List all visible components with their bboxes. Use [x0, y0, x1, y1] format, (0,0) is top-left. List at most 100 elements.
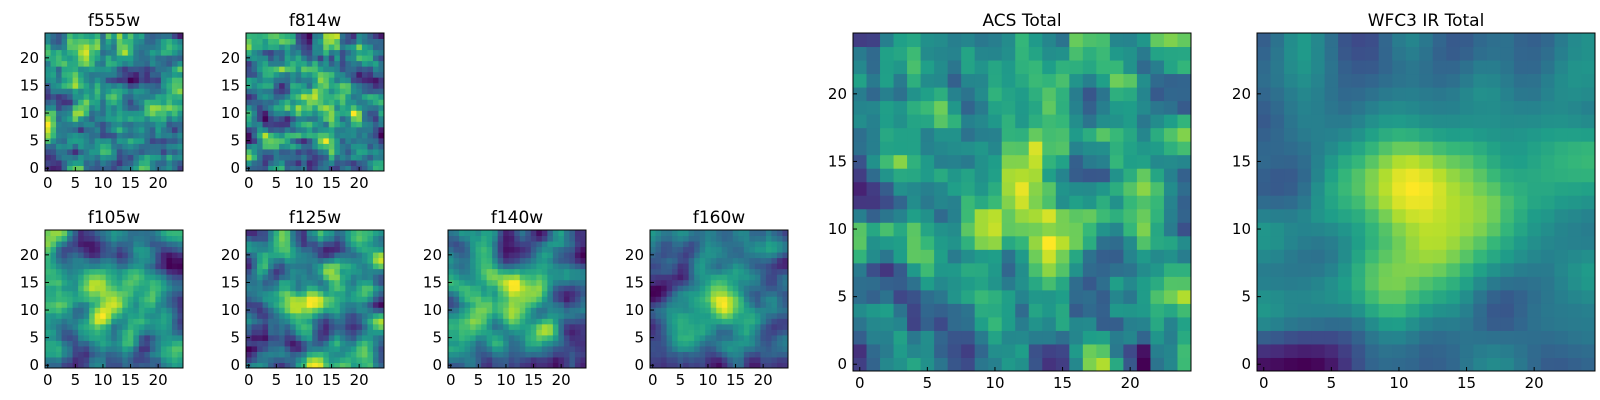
heatmap-cell [1177, 100, 1192, 115]
heatmap-cell [448, 230, 455, 237]
heatmap-cell [262, 115, 269, 122]
heatmap-cell [295, 165, 302, 172]
heatmap-cell [558, 263, 565, 270]
heatmap-cell [323, 290, 330, 297]
heatmap-cell [149, 82, 156, 89]
heatmap-cell [732, 334, 739, 341]
heatmap-cell [67, 82, 74, 89]
heatmap-cell [776, 285, 783, 292]
heatmap-cell [771, 252, 778, 259]
heatmap-cell [1069, 114, 1084, 129]
heatmap-cell [144, 110, 151, 117]
heatmap-cell [749, 362, 756, 369]
heatmap-cell [1392, 343, 1407, 358]
heatmap-cell [743, 362, 750, 369]
heatmap-cell [470, 301, 477, 308]
heatmap-cell [760, 285, 767, 292]
heatmap-cell [361, 33, 368, 40]
heatmap-cell [295, 252, 302, 259]
heatmap-cell [536, 246, 543, 253]
heatmap-cell [246, 49, 253, 56]
heatmap-cell [144, 230, 151, 237]
heatmap-cell [771, 307, 778, 314]
heatmap-cell [166, 143, 173, 150]
heatmap-cell [144, 362, 151, 369]
heatmap-cell [1486, 289, 1501, 304]
heatmap-cell [525, 362, 532, 369]
heatmap-cell [334, 362, 341, 369]
heatmap-cell [89, 143, 96, 150]
heatmap-cell [127, 323, 134, 330]
heatmap-cell [273, 121, 280, 128]
heatmap-cell [1150, 249, 1165, 264]
heatmap-cell [273, 148, 280, 155]
heatmap-cell [497, 329, 504, 336]
heatmap-cell [907, 330, 922, 345]
heatmap-cell [89, 66, 96, 73]
heatmap-cell [536, 345, 543, 352]
heatmap-cell [257, 93, 264, 100]
heatmap-cell [94, 132, 101, 139]
heatmap-cell [138, 110, 145, 117]
heatmap-cell [171, 110, 178, 117]
heatmap-cell [677, 329, 684, 336]
heatmap-cell [1177, 87, 1192, 102]
heatmap-cell [961, 262, 976, 277]
heatmap-cell [100, 121, 107, 128]
heatmap-cell [650, 329, 657, 336]
heatmap-cell [268, 334, 275, 341]
heatmap-cell [1109, 235, 1124, 250]
heatmap-cell [1055, 235, 1070, 250]
heatmap-cell [893, 100, 908, 115]
heatmap-cell [541, 246, 548, 253]
heatmap-cell [716, 241, 723, 248]
heatmap-cell [1177, 46, 1192, 61]
heatmap-cell [138, 82, 145, 89]
heatmap-cell [776, 274, 783, 281]
heatmap-cell [866, 114, 881, 129]
heatmap-cell [177, 60, 184, 67]
heatmap-cell [317, 296, 324, 303]
heatmap-cell [251, 246, 258, 253]
heatmap-cell [138, 340, 145, 347]
heatmap-cell [312, 246, 319, 253]
heatmap-cell [279, 235, 286, 242]
heatmap-cell [552, 246, 559, 253]
heatmap-cell [306, 132, 313, 139]
heatmap-cell [50, 312, 57, 319]
heatmap-cell [50, 230, 57, 237]
heatmap-cell [705, 301, 712, 308]
heatmap-cell [765, 235, 772, 242]
heatmap-cell [1486, 235, 1501, 250]
heatmap-cell [45, 351, 52, 358]
heatmap-cell [312, 143, 319, 150]
heatmap-cells-f160w [650, 230, 789, 369]
heatmap-cell [893, 330, 908, 345]
heatmap-cell [367, 38, 374, 45]
heatmap-cell [448, 340, 455, 347]
heatmap-cell [497, 274, 504, 281]
heatmap-cell [323, 132, 330, 139]
heatmap-cell [361, 345, 368, 352]
heatmap-cell [721, 356, 728, 363]
heatmap-cell [1446, 208, 1461, 223]
heatmap-cell [328, 137, 335, 144]
heatmap-cell [754, 241, 761, 248]
heatmap-cell [1123, 343, 1138, 358]
heatmap-cell [251, 268, 258, 275]
heatmap-cell [323, 71, 330, 78]
heatmap-cell [1001, 141, 1016, 156]
heatmap-cell [155, 71, 162, 78]
heatmap-cell [301, 121, 308, 128]
heatmap-cell [317, 285, 324, 292]
heatmap-cell [116, 104, 123, 111]
heatmap-cell [295, 340, 302, 347]
heatmap-cell [133, 263, 140, 270]
heatmap-cell [1338, 316, 1353, 331]
heatmap-cell [279, 33, 286, 40]
heatmap-cell [743, 351, 750, 358]
heatmap-cell [1096, 303, 1111, 318]
heatmap-cell [880, 262, 895, 277]
heatmap-cell [497, 290, 504, 297]
heatmap-cell [262, 301, 269, 308]
